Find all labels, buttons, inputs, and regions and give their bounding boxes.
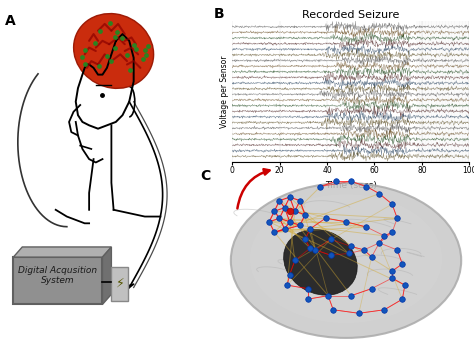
Point [103,53,110,58]
FancyArrowPatch shape [237,169,270,208]
Point [304,296,311,302]
Point [118,35,126,41]
Point [276,215,283,221]
Point [311,247,319,253]
Point [108,58,115,64]
Point [144,43,152,49]
Point [306,245,314,251]
Point [388,201,396,207]
Polygon shape [13,247,111,257]
Point [381,233,388,239]
Point [107,20,114,26]
Point [375,240,383,246]
Point [132,46,139,52]
Point [114,30,121,35]
Point [123,52,131,58]
Point [363,184,370,189]
Point [306,226,314,232]
X-axis label: Time (secs): Time (secs) [325,181,377,190]
Point [327,252,335,258]
Point [286,219,293,225]
Point [368,286,375,291]
Point [345,251,352,256]
Point [388,230,396,235]
Point [141,48,148,53]
Point [291,258,299,263]
Point [281,205,288,210]
Point [342,219,350,225]
Point [363,224,370,230]
FancyBboxPatch shape [13,257,102,304]
Point [388,268,396,274]
Point [111,34,118,40]
Ellipse shape [231,183,461,338]
Ellipse shape [283,229,357,295]
Point [95,63,102,68]
Point [142,53,150,58]
Point [286,272,293,277]
Point [360,247,368,253]
Point [388,275,396,281]
Point [399,261,406,267]
Point [111,45,118,51]
Point [317,184,324,189]
Point [399,296,406,302]
Point [281,226,288,232]
Point [381,307,388,313]
Text: B: B [213,7,224,21]
Point [329,307,337,313]
Point [393,215,401,221]
Point [265,219,273,225]
Y-axis label: Voltage per Sensor: Voltage per Sensor [220,55,229,128]
Point [347,244,355,249]
Point [327,237,335,242]
Point [322,215,329,221]
Point [130,42,138,48]
Title: Recorded Seizure: Recorded Seizure [302,10,400,20]
Point [332,178,339,184]
Point [324,293,332,298]
Point [368,254,375,260]
Point [91,40,99,46]
Polygon shape [102,247,111,304]
Point [286,208,293,214]
Point [296,222,304,228]
Point [401,282,409,288]
Point [393,247,401,253]
Point [271,230,278,235]
Point [78,54,86,59]
Point [355,310,363,316]
Point [301,212,309,218]
Point [276,198,283,203]
Point [291,208,299,214]
Point [96,29,104,34]
Point [301,237,309,242]
Text: C: C [200,169,210,183]
FancyBboxPatch shape [111,267,128,301]
Ellipse shape [250,194,442,323]
Point [304,286,311,291]
Point [347,293,355,298]
Point [296,198,304,203]
Point [127,67,134,73]
Text: Digital Acqusition
System: Digital Acqusition System [18,266,98,285]
Point [283,282,291,288]
Point [82,47,89,52]
Point [271,208,278,214]
Point [347,178,355,184]
Point [139,56,147,62]
Text: A: A [4,14,15,28]
Point [286,194,293,200]
Text: ⚡: ⚡ [116,277,124,290]
Ellipse shape [73,14,154,88]
Point [82,61,89,67]
Point [375,191,383,196]
